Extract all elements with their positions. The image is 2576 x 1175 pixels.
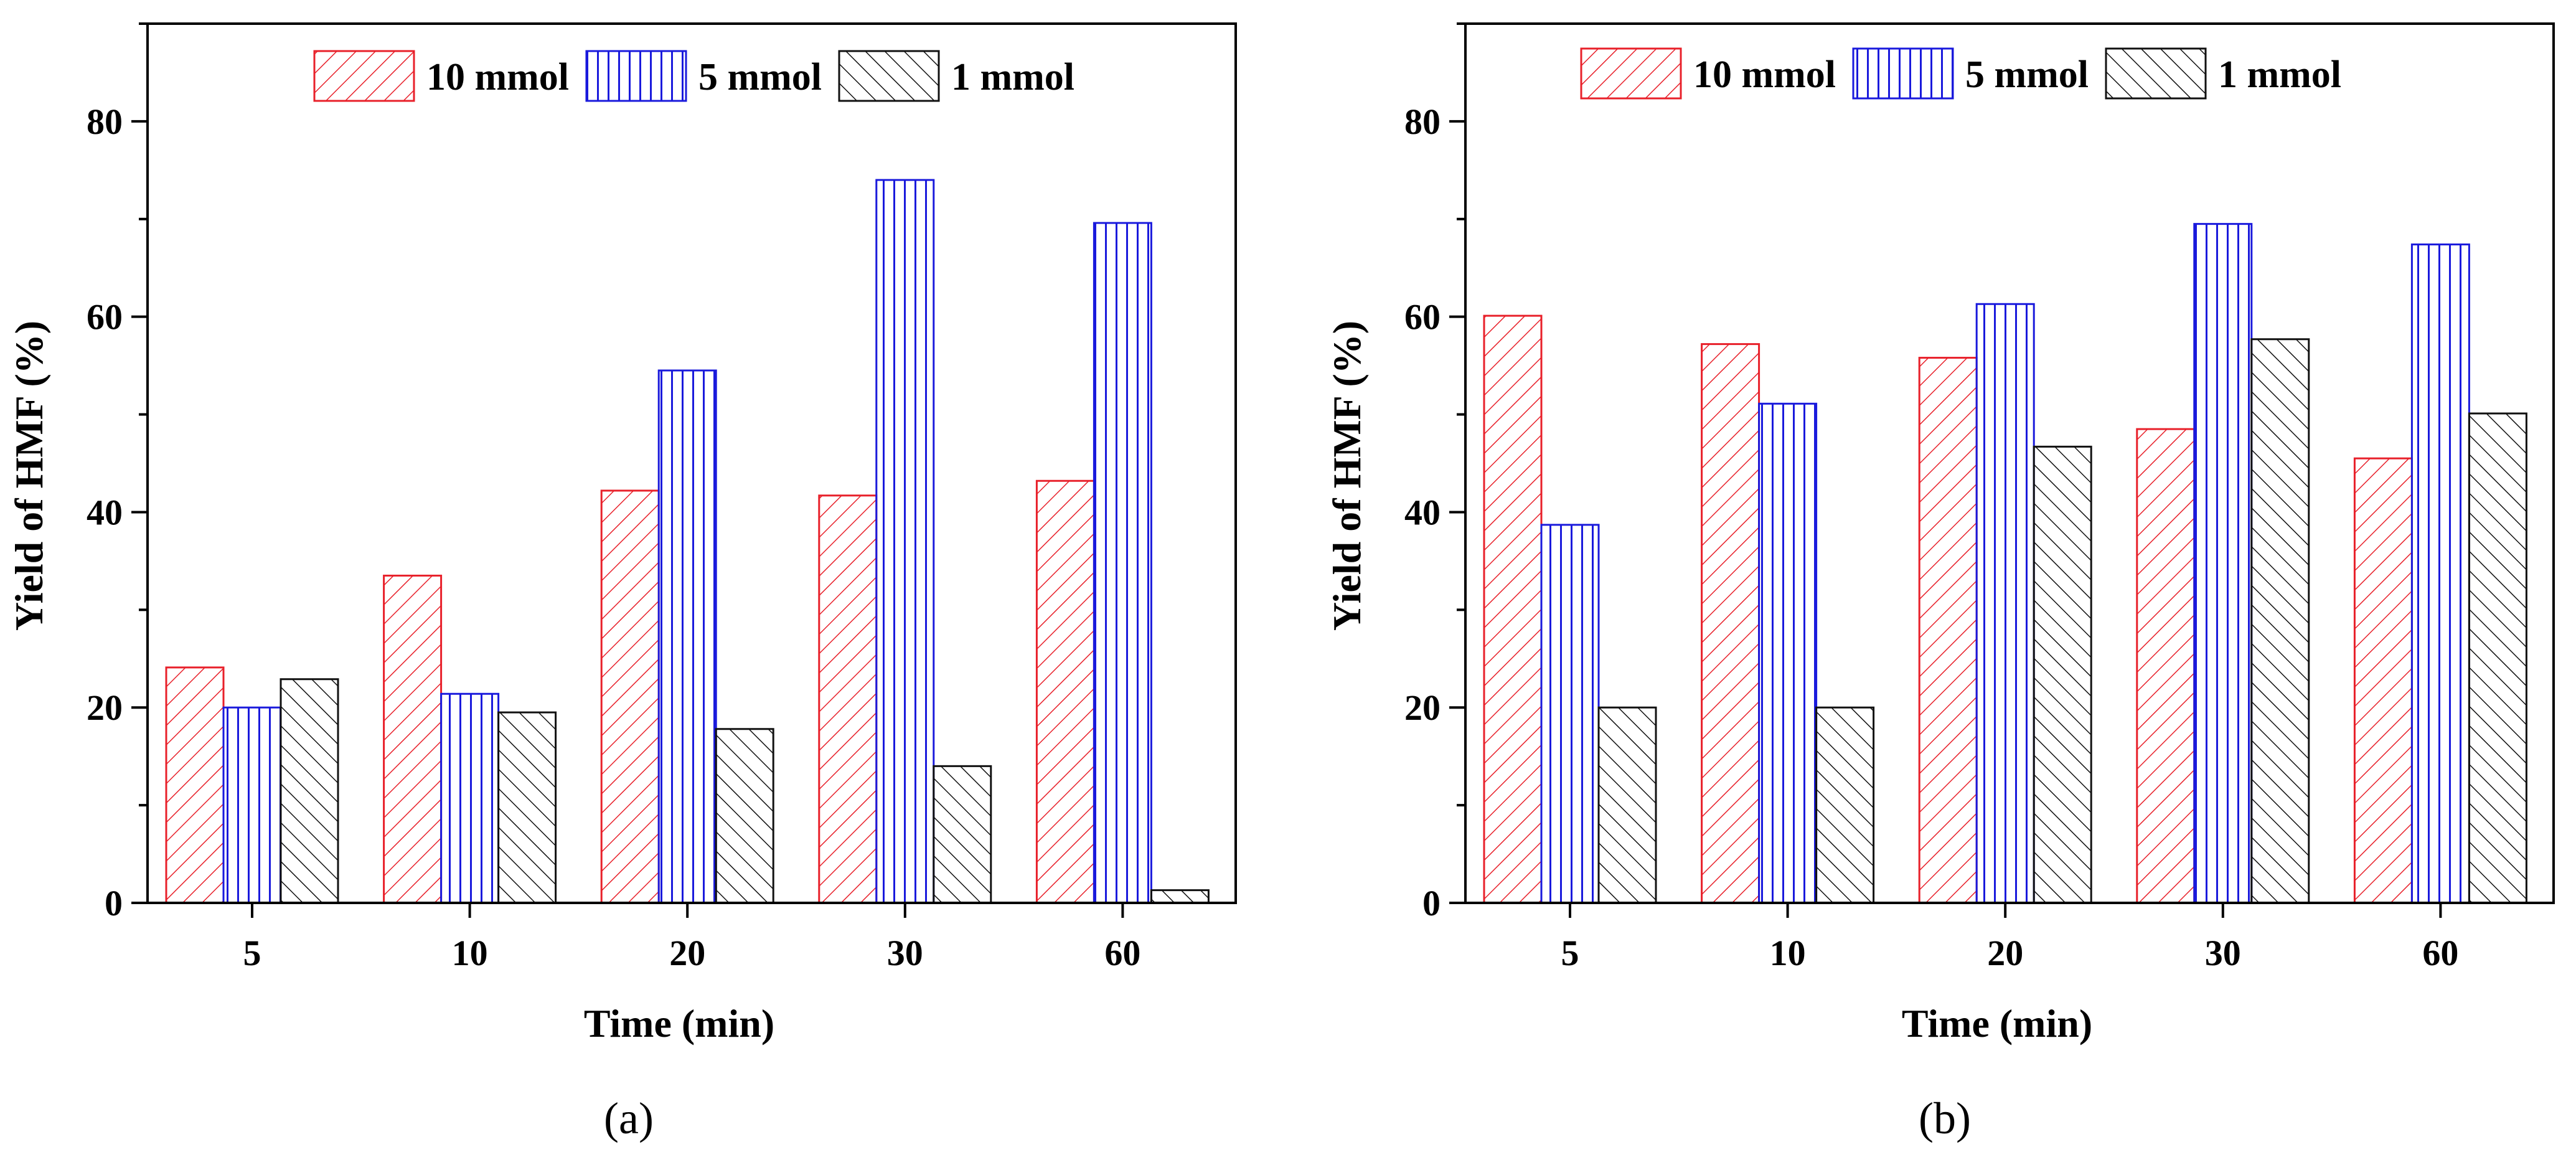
legend-label-5-mmol: 5 mmol: [1965, 54, 2089, 96]
y-axis-label: Yield of HMF (%): [7, 321, 51, 631]
legend-swatch-1-mmol: [2105, 47, 2207, 100]
bar-5-mmol-10min: [1758, 402, 1818, 904]
y-tick-label: 40: [1404, 492, 1441, 532]
legend-label-1-mmol: 1 mmol: [951, 56, 1074, 98]
x-tick-label: 20: [669, 933, 705, 973]
bar-5-mmol-20min: [1975, 303, 2035, 904]
bar-5-mmol-5min: [222, 706, 282, 904]
plot-frame: [146, 22, 1237, 904]
bar-5-mmol-60min: [2410, 243, 2470, 904]
bar-10-mmol-30min: [2136, 428, 2196, 904]
x-tick-label: 60: [2422, 933, 2458, 973]
bar-5-mmol-10min: [440, 692, 500, 904]
bar-1-mmol-10min: [1815, 706, 1875, 904]
bar-5-mmol-30min: [2193, 223, 2253, 904]
x-tick-label: 5: [243, 933, 261, 973]
bar-10-mmol-5min: [1483, 314, 1543, 904]
bar-1-mmol-5min: [280, 678, 339, 904]
bar-10-mmol-10min: [383, 574, 443, 904]
legend: 10 mmol 5 mmol 1 mmol: [313, 50, 1074, 102]
y-tick-label: 20: [1404, 687, 1441, 728]
legend-label-10-mmol: 10 mmol: [1693, 54, 1836, 96]
x-tick-label: 30: [887, 933, 923, 973]
bar-1-mmol-30min: [2250, 338, 2310, 904]
panel-label: (b): [1919, 1093, 1971, 1143]
bar-10-mmol-60min: [2353, 457, 2413, 904]
legend-label-10-mmol: 10 mmol: [426, 56, 569, 98]
chart-panel-a: 0 20 40 60 80 5 10 20 30 60 Time (min) Yield of HMF…: [7, 22, 1237, 1143]
chart-panel-b: 0 20 40 60 80 5 10 20 30 60 Time (min) Yield of HMF…: [1325, 22, 2555, 1143]
x-axis-label: Time (min): [584, 1001, 774, 1045]
y-tick-label: 60: [1404, 297, 1441, 337]
bar-10-mmol-30min: [818, 494, 878, 904]
bar-10-mmol-60min: [1035, 479, 1095, 904]
legend-swatch-1-mmol: [838, 50, 940, 102]
legend-swatch-10-mmol: [313, 50, 415, 102]
bar-1-mmol-10min: [497, 711, 557, 904]
bar-1-mmol-30min: [933, 765, 992, 904]
x-tick-label: 10: [1770, 933, 1806, 973]
y-tick-label: 0: [105, 883, 123, 923]
bar-1-mmol-5min: [1597, 706, 1657, 904]
bar-5-mmol-30min: [875, 179, 935, 904]
legend: 10 mmol 5 mmol 1 mmol: [1580, 47, 2341, 100]
x-tick-label: 60: [1104, 933, 1140, 973]
x-tick-label: 10: [452, 933, 488, 973]
legend-label-5-mmol: 5 mmol: [698, 56, 822, 98]
panel-label: (a): [604, 1093, 654, 1143]
bar-5-mmol-20min: [657, 369, 717, 904]
legend-swatch-5-mmol: [585, 50, 687, 102]
y-tick-label: 80: [1404, 101, 1441, 142]
legend-swatch-5-mmol: [1852, 47, 1954, 100]
bar-10-mmol-10min: [1701, 343, 1760, 904]
legend-swatch-10-mmol: [1580, 47, 1682, 100]
bar-5-mmol-60min: [1093, 222, 1152, 904]
y-tick-label: 80: [87, 101, 123, 142]
bar-10-mmol-5min: [165, 666, 225, 904]
y-tick-label: 40: [87, 492, 123, 532]
plot-frame: [1464, 22, 2555, 904]
x-axis-label: Time (min): [1902, 1001, 2092, 1045]
y-tick-label: 0: [1422, 883, 1441, 923]
x-tick-label: 5: [1561, 933, 1579, 973]
x-tick-label: 20: [1987, 933, 2023, 973]
bar-1-mmol-20min: [2033, 445, 2092, 904]
y-tick-label: 60: [87, 297, 123, 337]
legend-label-1-mmol: 1 mmol: [2218, 54, 2341, 96]
bar-1-mmol-60min: [2468, 412, 2527, 904]
bar-10-mmol-20min: [600, 489, 660, 904]
bar-10-mmol-20min: [1918, 357, 1978, 904]
y-axis-label: Yield of HMF (%): [1325, 321, 1369, 631]
bar-1-mmol-20min: [715, 728, 774, 904]
bar-1-mmol-60min: [1150, 889, 1210, 904]
y-tick-label: 20: [87, 687, 123, 728]
x-tick-label: 30: [2205, 933, 2241, 973]
bar-5-mmol-5min: [1540, 524, 1600, 904]
